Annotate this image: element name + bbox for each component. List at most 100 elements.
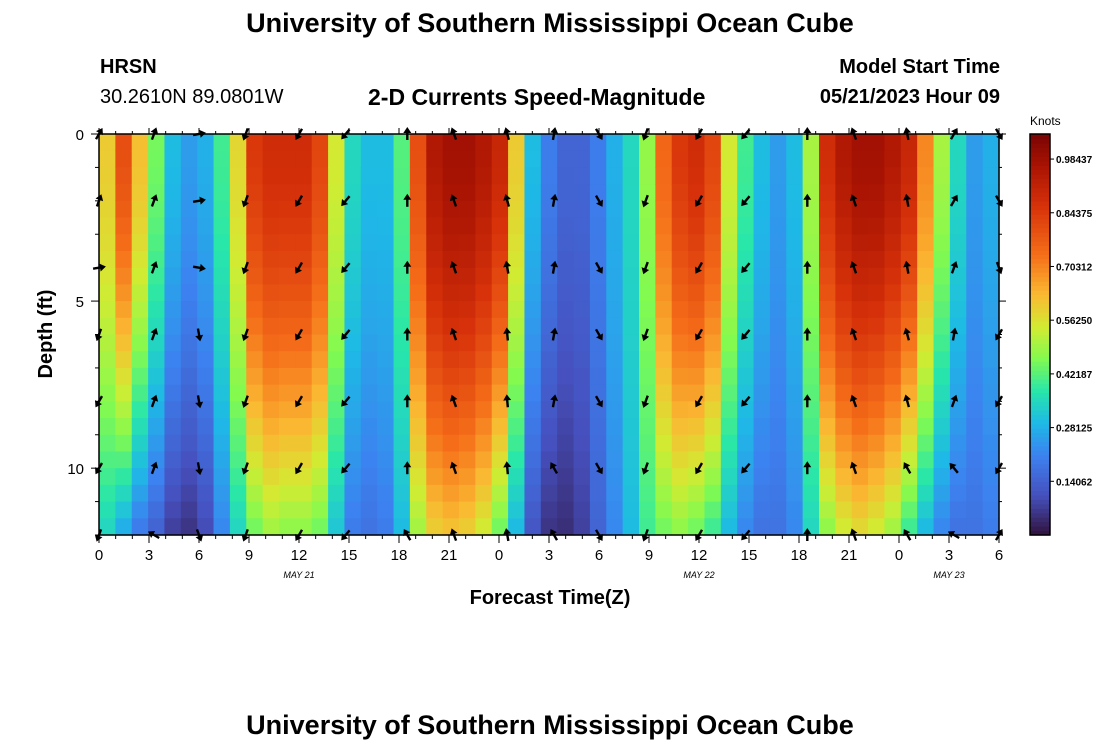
heatmap-cell [99, 334, 116, 352]
heatmap-cell [115, 184, 133, 202]
heatmap-cell [524, 501, 542, 519]
heatmap-cell [475, 301, 493, 319]
heatmap-cell [917, 468, 935, 486]
heatmap-cell [720, 134, 738, 152]
heatmap-cell [769, 468, 787, 486]
heatmap-cell [344, 367, 362, 386]
heatmap-cell [246, 150, 264, 169]
heatmap-cell [786, 234, 804, 252]
heatmap-cell [688, 351, 706, 369]
heatmap-cell [851, 217, 869, 235]
heatmap-cell [868, 418, 886, 436]
heatmap-cell [819, 167, 836, 185]
heatmap-cell [328, 150, 346, 169]
heatmap-cell [197, 317, 215, 336]
current-arrow [741, 262, 751, 274]
heatmap-cell [213, 284, 231, 302]
heatmap-cell [704, 451, 722, 469]
colorbar-segment [1030, 356, 1050, 362]
heatmap-cell [819, 234, 836, 252]
heatmap-cell [900, 200, 918, 219]
heatmap-cell [557, 150, 575, 169]
colorbar-segment [1030, 472, 1050, 478]
heatmap-cell [835, 217, 853, 235]
heatmap-cell [786, 301, 804, 319]
heatmap-cell [540, 217, 558, 235]
heatmap-cell [982, 518, 1000, 536]
heatmap-cell [148, 451, 166, 469]
heatmap-cell [622, 134, 640, 152]
chart-subtitle: 2-D Currents Speed-Magnitude [368, 84, 706, 110]
heatmap-cell [688, 184, 706, 202]
current-arrow [403, 461, 412, 475]
heatmap-cell [99, 184, 116, 202]
heatmap-cell [606, 501, 624, 519]
heatmap-cell [328, 184, 346, 202]
heatmap-cell [524, 217, 542, 235]
heatmap-cell [589, 351, 607, 369]
heatmap-cell [900, 501, 918, 519]
colorbar-tick-label: 0.98437 [1056, 155, 1093, 166]
heatmap-cell [311, 301, 329, 319]
colorbar-segment [1030, 530, 1050, 536]
colorbar-tick-label: 0.42187 [1056, 370, 1093, 381]
heatmap-cell [426, 267, 444, 285]
heatmap-cell [475, 217, 493, 235]
heatmap-cell [279, 401, 296, 419]
heatmap-cell [115, 518, 133, 536]
heatmap-cell [229, 518, 247, 536]
heatmap-cell [671, 434, 689, 453]
heatmap-cell [704, 217, 722, 235]
heatmap-cell [246, 451, 264, 469]
heatmap-cell [949, 234, 967, 252]
heatmap-cell [671, 384, 689, 402]
heatmap-cell [688, 334, 706, 352]
heatmap-cell [164, 234, 182, 252]
current-arrow [641, 462, 650, 475]
heatmap-cell [884, 317, 902, 336]
current-arrow [195, 328, 204, 342]
x-tick-label: 0 [895, 547, 903, 564]
heatmap-cell [426, 401, 444, 419]
heatmap-cell [786, 267, 804, 285]
heatmap-cell [524, 384, 542, 402]
heatmap-cell [99, 250, 116, 269]
heatmap-cell [720, 451, 738, 469]
heatmap-cell [573, 401, 591, 419]
heatmap-cell [900, 401, 918, 419]
heatmap-cell [360, 250, 378, 269]
heatmap-cell [819, 184, 836, 202]
heatmap-cell [900, 167, 918, 185]
heatmap-cell [704, 134, 722, 152]
x-tick-label: 0 [495, 547, 503, 564]
current-arrow [503, 260, 512, 274]
heatmap-cell [197, 134, 215, 152]
heatmap-cell [786, 518, 804, 536]
heatmap-cell [884, 234, 902, 252]
heatmap-cell [688, 317, 706, 336]
heatmap-cell [459, 468, 476, 486]
heatmap-cell [540, 334, 558, 352]
heatmap-cell [246, 434, 264, 453]
heatmap-cell [639, 351, 656, 369]
heatmap-cell [295, 384, 313, 402]
colorbar-segment [1030, 517, 1050, 523]
heatmap-cell [328, 418, 346, 436]
heatmap-cell [442, 200, 460, 219]
heatmap-cell [589, 134, 607, 152]
heatmap-cell [491, 484, 509, 503]
heatmap-cell [573, 468, 591, 486]
heatmap-cell [835, 301, 853, 319]
heatmap-cell [851, 150, 869, 169]
heatmap-cell [540, 418, 558, 436]
page-title: University of Southern Mississippi Ocean… [246, 8, 854, 38]
heatmap-cell [933, 217, 951, 235]
colorbar-segment [1030, 156, 1050, 162]
heatmap-cell [508, 234, 526, 252]
colorbar-segment [1030, 379, 1050, 385]
heatmap-cell [573, 167, 591, 185]
current-arrow [641, 127, 650, 141]
heatmap-cell [475, 401, 493, 419]
heatmap-cell [704, 150, 722, 169]
heatmap-cell [377, 134, 395, 152]
